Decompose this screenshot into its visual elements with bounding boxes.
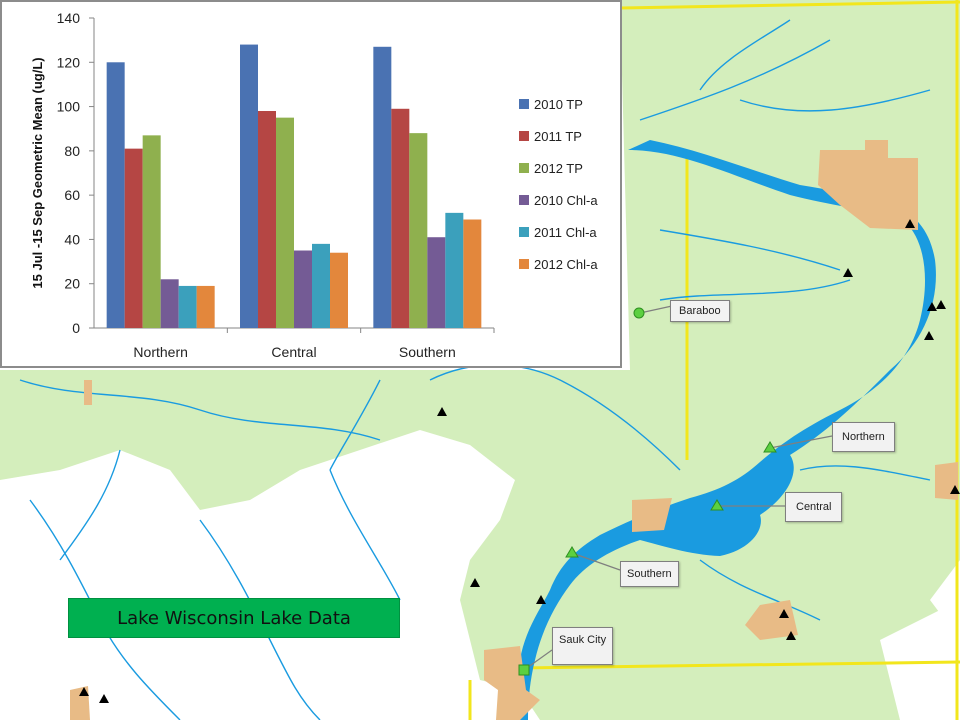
legend-swatch [519, 259, 529, 269]
bar [373, 46, 392, 329]
category-label: Southern [399, 344, 456, 360]
bar [106, 62, 125, 329]
legend-label: 2010 Chl-a [534, 193, 598, 208]
bar [294, 250, 312, 328]
northern-site-label: Northern [832, 422, 895, 452]
bar [463, 219, 482, 328]
y-tick-label: 40 [64, 231, 80, 247]
y-tick-label: 20 [64, 276, 80, 292]
bar [240, 44, 258, 328]
baraboo-label: Baraboo [670, 300, 730, 322]
legend-label: 2012 TP [534, 161, 583, 176]
central-site-label: Central [785, 492, 843, 522]
urban-sauk [484, 646, 540, 720]
bar [124, 148, 143, 328]
legend-swatch [519, 99, 529, 109]
y-tick-label: 140 [57, 10, 81, 26]
category-label: Central [271, 344, 316, 360]
bar [258, 111, 276, 328]
bar [196, 285, 215, 328]
bar [409, 133, 428, 328]
y-tick-label: 100 [57, 99, 81, 115]
bar [142, 135, 161, 328]
y-tick-label: 80 [64, 143, 80, 159]
bar [427, 237, 446, 328]
legend-label: 2011 TP [534, 129, 582, 144]
category-label: Northern [133, 344, 187, 360]
bar [276, 117, 294, 329]
sauk-city-label: Sauk City [552, 627, 614, 665]
urban-north [818, 140, 918, 230]
legend-label: 2010 TP [534, 97, 583, 112]
legend-swatch [519, 131, 529, 141]
y-tick-label: 60 [64, 187, 80, 203]
bar-chart: 0 20 40 60 80 100 120 140 15 Jul -15 Sep Geometr… [30, 10, 598, 360]
y-axis-label: 15 Jul -15 Sep Geometric Mean (ug/L) [30, 57, 45, 288]
bar [445, 212, 464, 328]
chart-panel: 0 20 40 60 80 100 120 140 15 Jul -15 Sep Geometr… [0, 0, 622, 368]
legend-swatch [519, 163, 529, 173]
map-title: Lake Wisconsin Lake Data [68, 598, 400, 638]
legend-label: 2012 Chl-a [534, 257, 598, 272]
legend-label: 2011 Chl-a [534, 225, 597, 240]
y-tick-label: 120 [57, 54, 81, 70]
southern-site-label: Southern [620, 561, 679, 587]
bar [330, 252, 348, 328]
bar [178, 285, 197, 328]
legend-swatch [519, 195, 529, 205]
bar [391, 108, 410, 329]
y-tick-label: 0 [72, 320, 80, 336]
bar [312, 243, 330, 328]
bar [160, 279, 179, 328]
legend-swatch [519, 227, 529, 237]
